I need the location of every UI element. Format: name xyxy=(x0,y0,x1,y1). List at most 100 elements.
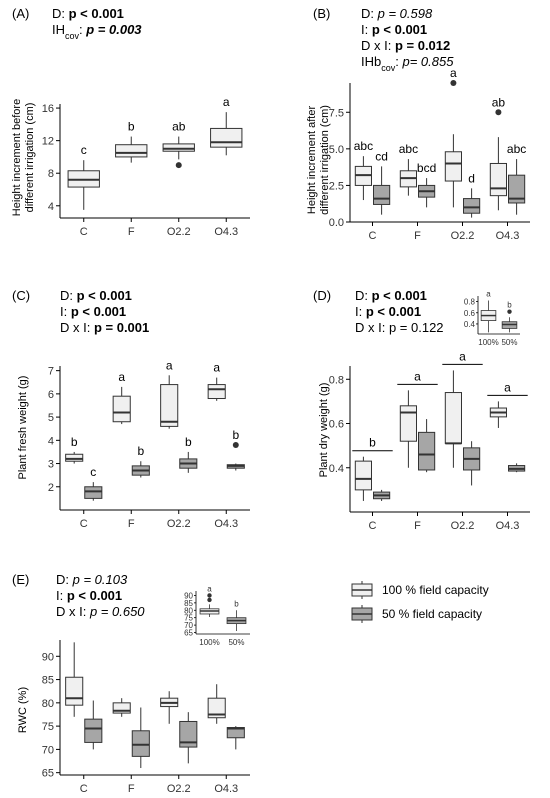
box-light xyxy=(160,691,179,724)
inset-chart: 0.4 0.6 0.8 100% 50% a b xyxy=(464,289,520,347)
stat-line: D: p = 0.598 xyxy=(361,6,433,21)
significance-letter: a xyxy=(118,370,125,384)
stat-pvalue: p = 0.122 xyxy=(389,320,444,335)
inset-box-dark xyxy=(501,309,518,333)
x-tick-label: O4.3 xyxy=(496,520,520,532)
x-tick-label: F xyxy=(128,226,135,238)
box-iqr xyxy=(207,384,226,400)
stat-line: IHbcov: p= 0.855 xyxy=(361,54,454,73)
stat-mid: : xyxy=(395,54,402,69)
stat-pvalue: p < 0.001 xyxy=(372,22,427,37)
box-light xyxy=(115,136,148,163)
y-tick-label: 7.5 xyxy=(329,107,344,119)
stat-line: IHcov: p = 0.003 xyxy=(52,22,142,41)
inset-x-tick-label: 100% xyxy=(478,338,498,347)
box-iqr xyxy=(160,384,179,427)
x-tick-label: C xyxy=(369,520,377,532)
stat-pvalue: p = 0.598 xyxy=(377,6,433,21)
y-tick-label: 8 xyxy=(48,168,54,180)
inset-y-tick-label: 80 xyxy=(184,606,193,615)
stat-pvalue: p < 0.001 xyxy=(77,288,132,303)
stat-line: I: p < 0.001 xyxy=(60,304,126,319)
y-tick-label: 5.0 xyxy=(329,144,344,156)
box-iqr xyxy=(179,720,198,748)
panel-label: (E) xyxy=(12,572,29,587)
box-dark xyxy=(463,441,481,486)
stat-prefix: I: xyxy=(56,588,67,603)
box-light xyxy=(354,156,372,201)
significance-letter: c xyxy=(90,465,96,479)
y-tick-label: 2 xyxy=(48,482,54,494)
y-tick-label: 16 xyxy=(42,103,54,115)
box-light xyxy=(489,401,507,428)
y-axis-label-line: Height increment after xyxy=(306,106,318,215)
significance-letter: bcd xyxy=(417,161,436,175)
x-tick-label: O4.3 xyxy=(214,783,238,795)
box-light xyxy=(67,160,100,210)
significance-letter: a xyxy=(223,95,230,109)
significance-letter: b xyxy=(71,435,78,449)
stat-line: I: p < 0.001 xyxy=(355,304,421,319)
box-dark xyxy=(179,451,198,473)
y-tick-label: 4 xyxy=(48,435,54,447)
y-tick-label: 80 xyxy=(42,698,54,710)
box-dark xyxy=(84,700,103,750)
outlier-point xyxy=(450,80,457,86)
legend-item: 100 % field capacity xyxy=(351,581,489,599)
x-tick-label: F xyxy=(414,230,421,242)
x-tick-label: O4.3 xyxy=(214,226,238,238)
box-iqr xyxy=(444,151,462,182)
inset-y-tick-label: 0.6 xyxy=(464,309,476,318)
y-tick-label: 12 xyxy=(42,136,54,148)
panel-label: (D) xyxy=(313,288,331,303)
x-tick-label: O2.2 xyxy=(451,520,475,532)
inset-x-tick-label: 50% xyxy=(501,338,517,347)
inset-box-light xyxy=(480,300,497,333)
significance-letter: a xyxy=(450,66,457,80)
legend: 100 % field capacity 50 % field capacity xyxy=(351,581,489,623)
stat-prefix: D: xyxy=(60,288,77,303)
box-iqr xyxy=(489,162,507,197)
box-iqr xyxy=(207,697,226,719)
x-tick-label: F xyxy=(414,520,421,532)
stat-prefix: D x I: xyxy=(60,320,94,335)
outlier-point xyxy=(175,162,182,169)
y-tick-label: 65 xyxy=(42,768,54,780)
x-tick-label: C xyxy=(80,518,88,530)
stat-prefix: D: xyxy=(56,572,73,587)
stat-pvalue: p < 0.001 xyxy=(372,288,427,303)
y-axis-label-line: different irrigation (cm) xyxy=(319,105,331,215)
box-iqr xyxy=(65,676,84,706)
inset-letter: b xyxy=(234,599,239,608)
y-axis-label: Plant dry weight (g) xyxy=(318,383,330,478)
legend-item: 50 % field capacity xyxy=(351,605,482,623)
box-dark xyxy=(226,441,245,471)
stat-line: D x I: p = 0.122 xyxy=(355,320,444,335)
significance-letter: b xyxy=(232,428,239,442)
x-tick-label: O2.2 xyxy=(167,518,191,530)
box-light xyxy=(207,684,226,724)
stat-prefix: I: xyxy=(361,22,372,37)
inset-x-tick-label: 100% xyxy=(199,638,219,647)
stat-prefix: D: xyxy=(361,6,378,21)
box-iqr xyxy=(354,460,372,491)
y-tick-label: 0.4 xyxy=(329,463,344,475)
box-iqr xyxy=(508,174,526,204)
box-light xyxy=(354,456,372,501)
inset-y-tick-label: 70 xyxy=(184,621,193,630)
y-tick-label: 6 xyxy=(48,389,54,401)
y-axis-label: Height increment beforedifferent irrigat… xyxy=(11,99,36,216)
stat-line: I: p < 0.001 xyxy=(56,588,122,603)
stat-pvalue: p < 0.001 xyxy=(67,588,122,603)
inset-y-tick-label: 90 xyxy=(184,591,193,600)
box-iqr xyxy=(463,198,481,214)
stat-line: D: p < 0.001 xyxy=(60,288,132,303)
significance-letter: a xyxy=(213,361,220,375)
y-axis-label: Plant fresh weight (g) xyxy=(17,376,29,480)
significance-letter: b xyxy=(128,120,135,134)
stat-prefix: D x I: xyxy=(56,604,90,619)
stat-pvalue: p = 0.003 xyxy=(85,22,142,37)
box-iqr xyxy=(65,453,84,462)
outlier-point xyxy=(507,309,512,314)
